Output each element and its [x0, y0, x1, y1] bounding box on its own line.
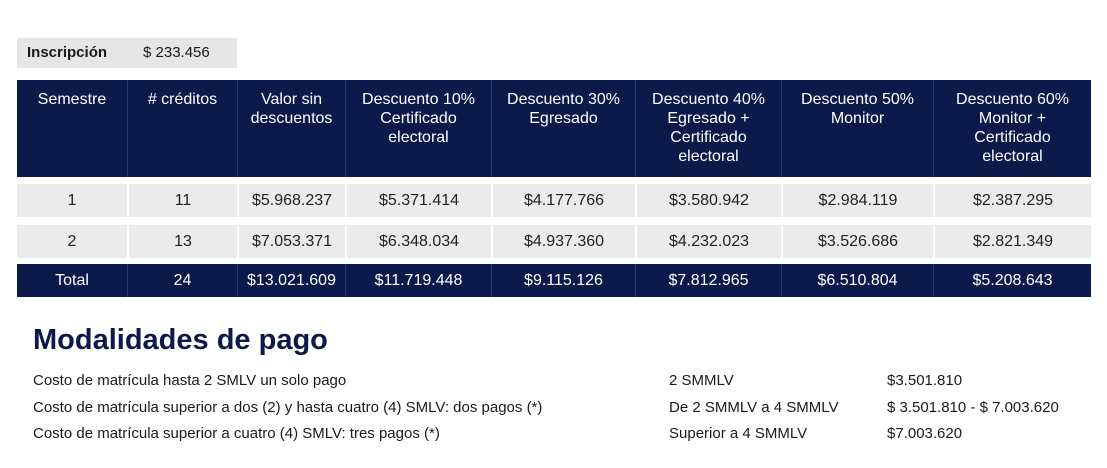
table-cell: $2.984.119: [781, 184, 933, 217]
header-text: Valor sin descuentos: [250, 91, 333, 127]
inscripcion-box: [17, 38, 237, 68]
payment-text: De 2 SMMLV a 4 SMMLV: [669, 399, 839, 416]
total-cell: $13.021.609: [237, 264, 345, 297]
header-cell: Descuento 10% Certificado electoral: [345, 80, 491, 177]
table-cell: $3.580.942: [635, 184, 781, 217]
header-text: Descuento 50% Monitor: [801, 91, 914, 127]
header-text: Semestre: [37, 91, 107, 108]
total-cell: $7.812.965: [635, 264, 781, 297]
header-cell: # créditos: [127, 80, 237, 177]
payment-text: Superior a 4 SMMLV: [669, 425, 808, 442]
total-cell: $6.510.804: [781, 264, 933, 297]
header-cell: Descuento 60% Monitor + Certificado elec…: [933, 80, 1091, 177]
table-cell: $4.937.360: [491, 225, 635, 258]
table-cell: $2.821.349: [933, 225, 1091, 258]
total-cell: 24: [127, 264, 237, 297]
header-text: Descuento 10% Certificado electoral: [362, 91, 475, 146]
payment-text: Costo de matrícula hasta 2 SMLV un solo …: [33, 372, 347, 389]
payment-text: $3.501.810: [887, 372, 963, 389]
header-text: # créditos: [147, 91, 218, 108]
header-cell: Descuento 50% Monitor: [781, 80, 933, 177]
payment-text: $ 3.501.810 - $ 7.003.620: [887, 399, 1059, 416]
payment-text: $7.003.620: [887, 425, 963, 442]
payment-text: 2 SMMLV: [669, 372, 734, 389]
total-cell: $11.719.448: [345, 264, 491, 297]
table-cell: $6.348.034: [345, 225, 491, 258]
header-text: Descuento 40% Egresado + Certificado ele…: [652, 91, 765, 165]
table-cell: $2.387.295: [933, 184, 1091, 217]
table-cell: 11: [127, 184, 237, 217]
header-cell: Valor sin descuentos: [237, 80, 345, 177]
inscripcion-label: Inscripción: [27, 44, 108, 61]
header-text: Descuento 60% Monitor + Certificado elec…: [956, 91, 1069, 165]
payment-text: Costo de matrícula superior a cuatro (4)…: [33, 425, 440, 442]
table-cell: $5.371.414: [345, 184, 491, 217]
header-cell: Semestre: [17, 80, 127, 177]
table-cell: $4.177.766: [491, 184, 635, 217]
table-cell: $4.232.023: [635, 225, 781, 258]
table-cell: $3.526.686: [781, 225, 933, 258]
header-band: [17, 80, 1091, 177]
header-cell: Descuento 40% Egresado + Certificado ele…: [635, 80, 781, 177]
header-cell: Descuento 30% Egresado: [491, 80, 635, 177]
table-cell: 2: [17, 225, 127, 258]
total-cell: Total: [17, 264, 127, 297]
section-title: Modalidades de pago: [33, 324, 328, 356]
total-cell: $5.208.643: [933, 264, 1091, 297]
total-cell: $9.115.126: [491, 264, 635, 297]
header-text: Descuento 30% Egresado: [507, 91, 620, 127]
table-cell: $5.968.237: [237, 184, 345, 217]
table-cell: 13: [127, 225, 237, 258]
table-cell: 1: [17, 184, 127, 217]
table-cell: $7.053.371: [237, 225, 345, 258]
inscripcion-value: $ 233.456: [143, 44, 210, 61]
payment-text: Costo de matrícula superior a dos (2) y …: [33, 399, 543, 416]
